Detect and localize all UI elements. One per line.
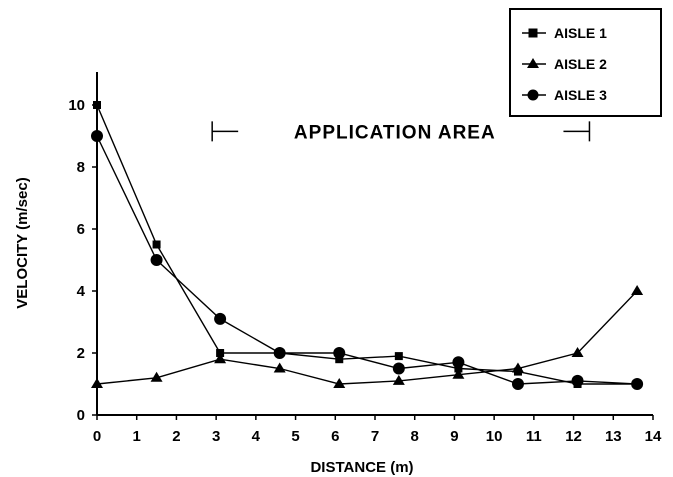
data-point-circle [214,312,227,325]
data-point-triangle [273,362,286,373]
data-point-square [454,364,463,373]
x-tick-label: 0 [93,428,101,445]
legend-square-marker [528,28,538,38]
y-axis-label: VELOCITY (m/sec) [14,177,31,308]
data-point-circle [392,362,405,375]
x-tick-label: 12 [565,428,582,445]
legend-item-aisle-3: AISLE 3 [522,87,607,103]
x-tick-label: 1 [133,428,141,445]
data-point-circle [150,254,163,266]
data-point-square [216,349,225,357]
series-line-aisle-3 [96,135,638,385]
x-tick-label: 9 [450,428,458,445]
legend-label: AISLE 2 [554,56,607,72]
y-tick-label: 4 [77,283,86,300]
series-line-aisle-2 [96,290,638,385]
data-point-square [394,352,403,361]
x-tick-label: 14 [645,428,662,445]
x-tick-label: 13 [605,428,622,445]
data-point-triangle [214,353,227,364]
legend-item-aisle-2: AISLE 2 [522,56,607,72]
y-tick-label: 0 [77,407,85,424]
y-tick-label: 10 [68,97,85,114]
data-point-triangle [631,285,644,295]
annotation-label: APPLICATION AREA [294,122,496,143]
legend-item-aisle-1: AISLE 1 [522,25,607,41]
data-point-square [93,101,101,109]
x-tick-label: 4 [252,428,261,445]
x-tick-label: 7 [371,428,379,445]
legend-label: AISLE 3 [554,87,607,103]
y-tick-label: 8 [77,159,85,176]
data-point-circle [452,356,465,369]
data-point-triangle [91,378,103,388]
y-ticks: 0 2 4 6 8 10 [68,97,97,424]
series-layer [91,101,644,390]
legend: AISLE 1 AISLE 2 AISLE 3 [509,8,662,117]
data-point-circle [333,347,346,359]
data-point-circle [273,347,286,359]
x-axis-label: DISTANCE (m) [310,459,413,476]
x-tick-label: 6 [331,428,339,445]
y-tick-label: 2 [77,345,85,362]
x-tick-label: 3 [212,428,220,445]
data-point-circle [571,374,584,387]
x-ticks: 0 1 2 3 4 5 6 7 8 9 10 11 12 13 14 [93,415,662,445]
data-point-triangle [333,378,346,388]
data-point-triangle [571,347,584,357]
data-point-circle [511,378,524,390]
data-point-square [335,355,344,364]
data-point-triangle [511,362,524,373]
application-area-annotation: APPLICATION AREA [211,121,591,143]
legend-label: AISLE 1 [554,25,607,41]
data-point-circle [91,130,103,142]
y-tick-label: 6 [77,221,85,238]
x-tick-label: 8 [411,428,419,445]
data-point-circle [631,378,644,390]
series-line-aisle-1 [96,104,638,385]
x-tick-label: 10 [486,428,503,445]
legend-triangle-marker [527,58,539,68]
data-point-square [152,240,161,249]
x-tick-label: 5 [291,428,299,445]
data-point-triangle [392,374,405,385]
data-point-triangle [452,368,465,379]
x-tick-label: 2 [172,428,180,445]
legend-circle-marker [527,89,539,101]
x-tick-label: 11 [526,428,542,445]
data-point-triangle [150,371,163,382]
